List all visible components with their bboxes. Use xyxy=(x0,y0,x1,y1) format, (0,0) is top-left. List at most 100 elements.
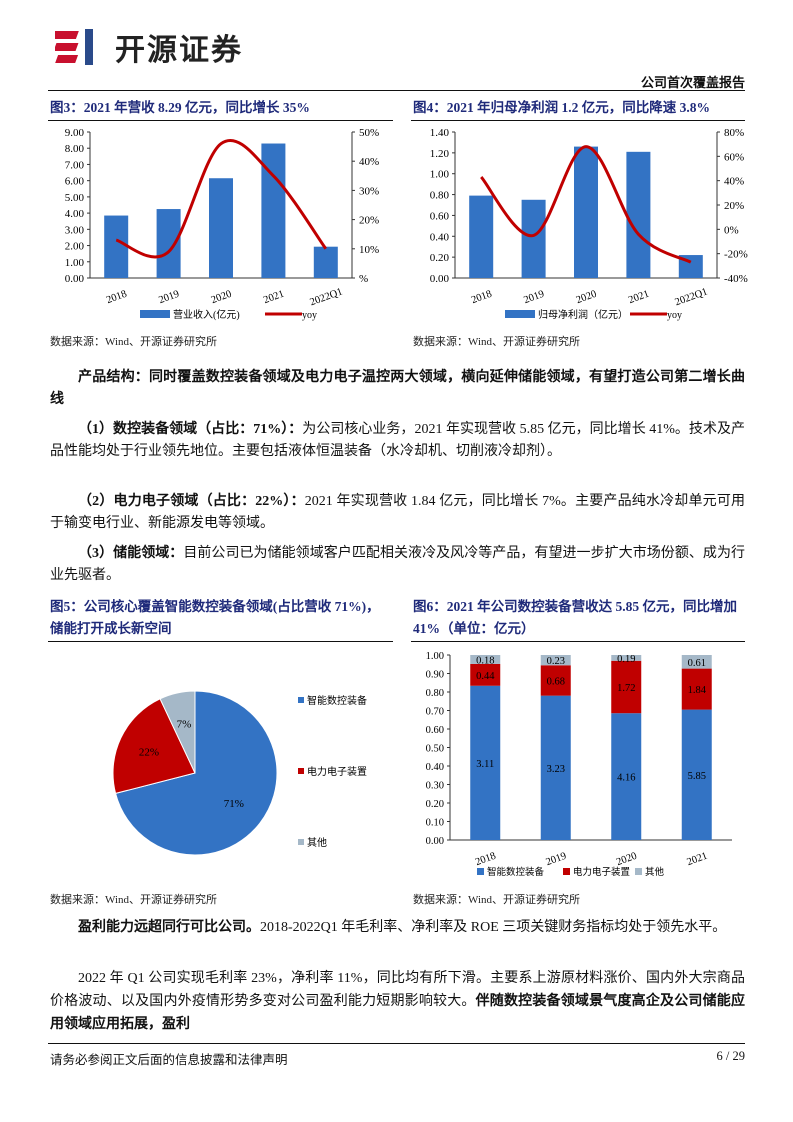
yoy-line xyxy=(480,145,692,264)
fig6-title-line1: 图6：2021 年公司数控装备营收达 5.85 亿元，同比增加 xyxy=(413,599,737,614)
stacked-bar-segment xyxy=(470,663,501,686)
y-tick-label: 0.60 xyxy=(430,210,450,222)
y-tick-label: 0.20 xyxy=(426,799,444,810)
stacked-bar-segment xyxy=(470,685,501,840)
para-text: 2018-2022Q1 年毛利率、净利率及 ROE 三项关键财务指标均处于领先水… xyxy=(260,920,727,935)
y-tick-label: 0.40 xyxy=(430,231,450,243)
stacked-bar-segment xyxy=(611,713,642,840)
legend-label: 电力电子装置 xyxy=(573,866,630,878)
stacked-bar-segment xyxy=(681,668,712,710)
y2-tick-label: 10% xyxy=(359,244,379,256)
legend-label-bar: 归母净利润（亿元） xyxy=(538,308,628,321)
segment-stacked-chart: 0.00 0.10 0.20 0.30 0.40 0.50 0.60 0.70 0.80 0.90… xyxy=(426,651,732,878)
stacked-bar-segment xyxy=(470,655,501,664)
pie-slice xyxy=(114,690,278,856)
legend-label: 智能数控装备 xyxy=(487,866,545,878)
fig4-rule xyxy=(411,120,745,121)
bar xyxy=(209,178,233,278)
y-tick-label: 1.00 xyxy=(65,257,85,269)
legend-label-line: yoy xyxy=(667,310,682,321)
paragraph-q1: 2022 年 Q1 公司实现毛利率 23%，净利率 11%，同比均有所下滑。主要… xyxy=(50,967,745,1036)
fig5-source: 数据来源：Wind、开源证券研究所 xyxy=(50,894,217,906)
legend-swatch xyxy=(563,868,570,875)
logo-text: 开源证券 xyxy=(115,33,243,68)
fig5-title-line2: 储能打开成长新空间 xyxy=(50,621,172,636)
fig6-title: 图6：2021 年公司数控装备营收达 5.85 亿元，同比增加 41%（单位：亿元… xyxy=(413,596,753,640)
para-lead: （2）电力电子领域（占比：22%）： xyxy=(78,494,305,509)
legend-swatch xyxy=(298,839,304,845)
y-tick-label: 1.40 xyxy=(430,127,450,139)
pie-slice xyxy=(112,698,196,795)
para-lead: 产品结构：同时覆盖数控装备领域及电力电子温控两大领域，横向延伸储能领域，有望打造… xyxy=(50,370,745,407)
y2-tick-label: 40% xyxy=(359,156,379,168)
logo-mark-icon xyxy=(55,29,93,65)
y2-tick-label: 30% xyxy=(359,185,379,197)
fig6-title-line2: 41%（单位：亿元） xyxy=(413,621,535,636)
y-tick-label: 4.00 xyxy=(65,208,85,220)
stacked-bar-segment xyxy=(681,709,712,840)
y-tick-label: 0.50 xyxy=(426,744,444,755)
y-tick-label: 0.00 xyxy=(426,836,444,847)
x-tick-label: 2021 xyxy=(262,289,285,307)
para-text: 2021 年实现营收 1.84 亿元，同比增长 7%。主要产品纯水冷却单元可用于… xyxy=(50,494,746,531)
segment-data-label: 1.84 xyxy=(688,685,707,696)
legend-label: 智能数控装备 xyxy=(307,694,367,707)
fig3-title: 图3：2021 年营收 8.29 亿元，同比增长 35% xyxy=(50,100,310,115)
stacked-bar-segment xyxy=(540,655,571,666)
segment-data-label: 0.68 xyxy=(547,676,565,687)
x-tick-label: 2020 xyxy=(210,289,233,307)
bar xyxy=(574,146,598,278)
segment-data-label: 0.19 xyxy=(617,654,635,665)
y2-tick-label: 60% xyxy=(724,151,744,163)
x-tick-label: 2018 xyxy=(105,289,128,307)
yoy-line xyxy=(115,139,328,259)
stacked-bar-segment xyxy=(540,665,571,696)
y-tick-label: 1.00 xyxy=(426,651,444,662)
para-text: 目前公司已为储能领域客户匹配相关液冷及风冷等产品，有望进一步扩大市场份额、成为行… xyxy=(50,546,746,583)
para-lead: （3）储能领域： xyxy=(78,546,184,561)
x-tick-label: 2018 xyxy=(474,851,497,869)
report-type: 公司首次覆盖报告 xyxy=(640,75,745,90)
legend-swatch xyxy=(477,868,484,875)
y-tick-label: 1.00 xyxy=(430,169,450,181)
fig4-title: 图4：2021 年归母净利润 1.2 亿元，同比降速 3.8% xyxy=(413,100,710,115)
para-text: 为公司核心业务，2021 年实现营收 5.85 亿元，同比增长 41%。技术及产… xyxy=(50,422,745,459)
y-tick-label: 0.60 xyxy=(426,725,444,736)
pie-slice xyxy=(159,690,196,774)
y-tick-label: 0.20 xyxy=(430,252,450,264)
logo: 开源证券 xyxy=(55,25,243,69)
legend-label: 电力电子装置 xyxy=(307,765,367,778)
y2-tick-label: 80% xyxy=(724,127,744,139)
stacked-bar-segment xyxy=(681,655,712,669)
bar xyxy=(626,151,651,278)
page-number: 6 / 29 xyxy=(716,1049,745,1063)
fig3-rule xyxy=(48,120,393,121)
segment-data-label: 3.11 xyxy=(476,759,494,770)
footer-rule xyxy=(48,1043,745,1044)
y-tick-label: 8.00 xyxy=(65,143,85,155)
fig5-title: 图5：公司核心覆盖智能数控装备领域(占比营收 71%)， 储能打开成长新空间 xyxy=(50,596,395,640)
x-tick-label: 2022Q1 xyxy=(309,286,345,308)
legend-label-bar: 营业收入(亿元) xyxy=(173,308,240,321)
x-tick-label: 2022Q1 xyxy=(674,286,710,308)
y2-tick-label: % xyxy=(359,273,368,285)
x-tick-label: 2018 xyxy=(470,289,493,307)
legend-label: 其他 xyxy=(645,866,665,878)
legend-label-line: yoy xyxy=(302,310,317,321)
x-tick-label: 2021 xyxy=(686,851,709,869)
x-tick-label: 2020 xyxy=(615,851,638,869)
x-tick-label: 2020 xyxy=(575,289,598,307)
pie-data-label: 22% xyxy=(139,746,159,758)
fig6-source: 数据来源：Wind、开源证券研究所 xyxy=(413,894,580,906)
y-tick-label: 7.00 xyxy=(65,159,85,171)
y2-tick-label: 20% xyxy=(724,200,744,212)
x-tick-label: 2019 xyxy=(522,289,545,307)
y-tick-label: 5.00 xyxy=(65,192,85,204)
segment-data-label: 4.16 xyxy=(617,773,635,784)
footer-disclaimer: 请务必参阅正文后面的信息披露和法律声明 xyxy=(50,1053,288,1067)
revenue-chart: 0.00 1.00 2.00 3.00 4.00 5.00 6.00 7.00 8.00 9.00… xyxy=(65,127,379,321)
legend-swatch xyxy=(298,697,304,703)
y-tick-label: 6.00 xyxy=(65,176,85,188)
y-tick-label: 0.90 xyxy=(426,670,444,681)
y2-tick-label: 40% xyxy=(724,176,744,188)
